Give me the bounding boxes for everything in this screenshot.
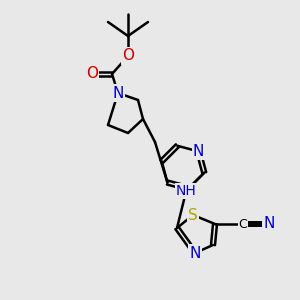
Text: N: N bbox=[193, 144, 204, 159]
Text: N: N bbox=[263, 217, 275, 232]
Text: O: O bbox=[86, 67, 98, 82]
Text: N: N bbox=[189, 245, 201, 260]
Text: S: S bbox=[188, 208, 198, 223]
Text: NH: NH bbox=[176, 184, 196, 198]
Text: O: O bbox=[122, 49, 134, 64]
Text: C: C bbox=[238, 218, 247, 230]
Text: N: N bbox=[112, 85, 124, 100]
